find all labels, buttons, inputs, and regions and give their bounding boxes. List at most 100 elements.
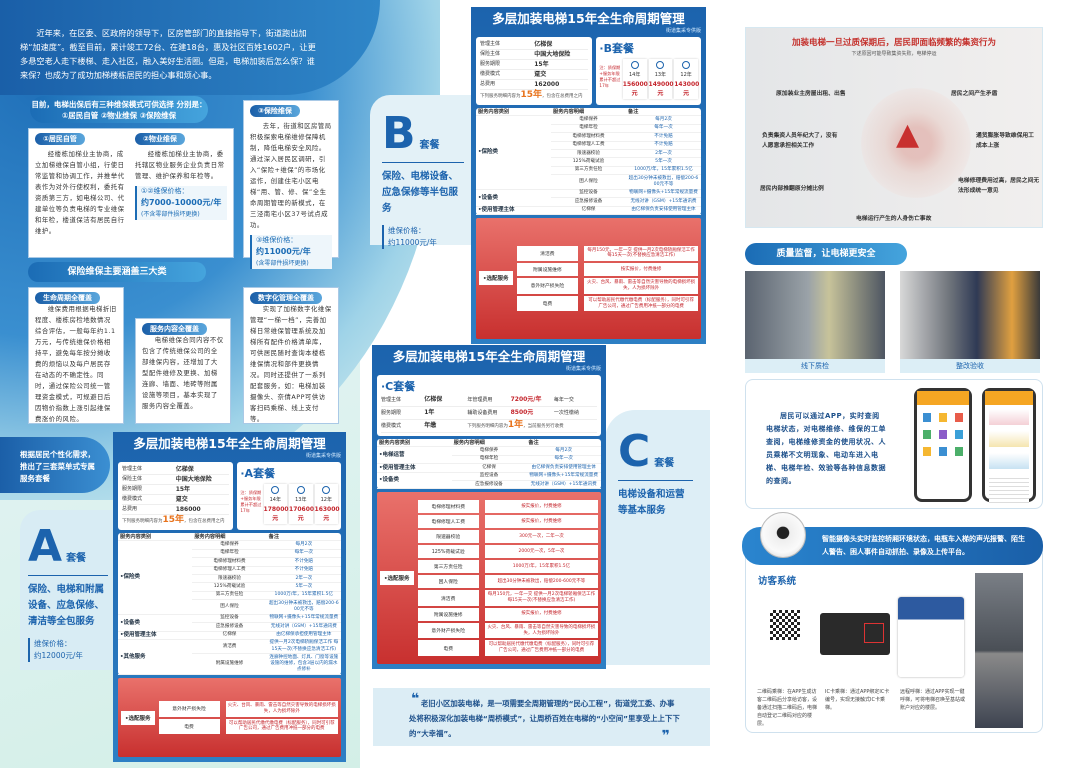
table-row: 电梯修理材料费 不计免赔 xyxy=(476,132,701,142)
clock-icon xyxy=(271,486,280,494)
menu-intro: 根据居民个性化需求，推出了三套菜单式专属服务套餐 xyxy=(0,437,110,493)
risk-item: 负责集资人员年纪大了，没有人愿意承担相关工作 xyxy=(762,133,838,149)
table-row: •保险类 电梯保养 每月2次 xyxy=(476,115,701,190)
optional-item: 限速器校验 xyxy=(417,530,479,544)
label-bg xyxy=(605,410,710,665)
column-header: 服务内容类别 xyxy=(118,533,193,542)
year-options: 注：质保期+服务年限累计不超过17年 14年 156000元 13年 149000元 12… xyxy=(599,59,699,99)
optional-remark: 超出30分钟未被救出，赔偿200-600元不等 xyxy=(484,575,598,589)
risk-subtitle: 下述原因可能导致集资失败，电梯停运 xyxy=(851,51,937,57)
optional-remark: 1000万/年，15年累积1.5亿 xyxy=(484,560,598,574)
remark-cell: 5年一次 xyxy=(266,582,341,592)
remark-cell: 无线对讲（GSM）+15年通讯费 xyxy=(626,197,701,207)
optional-remark: 按实报价，付费维修 xyxy=(584,263,698,277)
detail-cell: 电梯修理材料费 xyxy=(551,132,626,142)
year-note: 注：质保期+服务年限累计不超过17年 xyxy=(240,490,262,513)
detail-cell: 应急报修设备 xyxy=(551,197,626,207)
clock-icon xyxy=(322,486,331,494)
remark-cell: 提供一月2次电梯轿厢保洁工作 每15天一次(不替换应急清洁工作) xyxy=(266,639,341,655)
optional-item: 电梯修理材料费 xyxy=(417,500,479,514)
detail-cell: 第三方责任险 xyxy=(551,166,626,176)
table-row: •设备类 监控设备 物联网+摄像头+15年常规流量费 xyxy=(377,472,601,490)
column-header: 备注 xyxy=(266,533,341,542)
photo-rectification: 整改验收 xyxy=(900,271,1040,373)
mode-tag: ①居民自管 xyxy=(35,133,85,145)
note-text: ，包含在总费用之内 xyxy=(542,94,583,99)
info-value: 1年 xyxy=(424,409,435,416)
year-option: 12年 143000元 xyxy=(674,59,699,99)
mode-tag: ②物业维保 xyxy=(135,133,185,145)
detail-cell: 应急报修设备 xyxy=(192,622,267,632)
optional-item: 附属设施维修 xyxy=(516,263,579,277)
table-header: 服务内容类别 服务内容明细 备注 xyxy=(476,108,701,117)
info-label: 管理主体 xyxy=(381,397,402,403)
remark-cell: 连廊钟控地面、灯具、门窗等设施设施的维修，包含3层以内的漏水点修补 xyxy=(266,653,341,676)
note-text: ，当前服务另行收费 xyxy=(523,424,564,429)
optional-remark: 可以帮助居民代缴代缴电费（标配服务），同时可引荐广告公司，通过广告费用冲抵一部分… xyxy=(484,640,598,657)
info-note: 下列服务明细内容为15年，包含在总费用之内 xyxy=(480,90,588,102)
table-row: 应急报修设备 无线对讲（GSM）+15年通讯费 xyxy=(118,622,341,632)
phone-app-menu xyxy=(914,388,972,502)
info-label: 缴费模式 xyxy=(480,71,501,77)
optional-item: 125%荷载试验 xyxy=(417,545,479,559)
mode-text: 经楼栋加梯业主协商，委托辖区物业服务企业负责日常管理、维护保养和年检等。 xyxy=(135,150,225,180)
package-info: ·C套餐 管理主体 亿梯保 年管理费用 7200元/年 每年一交 服务期限 1年 辅助设备费用 8… xyxy=(377,375,601,436)
detail-cell: 电梯修理人工费 xyxy=(192,566,267,575)
info-extra: 年管理费用 xyxy=(467,397,493,403)
table-row: 第三方责任险 1000万/年，15年累积1.5亿 xyxy=(118,591,341,601)
price-note: (不含零部件损坏更换) xyxy=(141,211,200,218)
info-label: 缴费模式 xyxy=(381,423,402,429)
table-row: 附属设施维修 连廊钟控地面、灯具、门窗等设施设施的维修，包含3层以内的漏水点修补 xyxy=(118,653,341,676)
package-pricing: ·A套餐 注：质保期+服务年限累计不超过17年 14年 178000元 13年 17060… xyxy=(237,462,341,530)
package-a-label: A 套餐 保险、电梯和附属设备、应急保修、清洁等全包服务 维保价格： 约12000元/年 xyxy=(28,525,108,662)
package-subtitle: 街道集采专供版 xyxy=(305,453,341,459)
info-row: 保险主体 中国大地保险 xyxy=(480,50,589,60)
remark-cell: 不计免赔 xyxy=(626,132,701,142)
table-row: 第三方责任险 1000万/年，15年累积1.5亿 xyxy=(476,166,701,176)
optional-item: 清洁费 xyxy=(417,590,479,606)
detail-cell: 亿梯保 xyxy=(192,631,267,640)
optional-row: 电费 可以帮助居民代缴代缴电费（标配服务），同时可引荐广告公司，通过广告费用冲抵一… xyxy=(516,295,698,312)
risk-title: 加装电梯一旦过质保期后，居民即面临频繁的集资行为 xyxy=(791,38,996,48)
remark-cell: 每月2次 xyxy=(266,540,341,550)
service-table: 服务内容类别 服务内容明细 备注 •电梯运营 电梯保养 每月2次 电梯年检 每年一次 •使用管理… xyxy=(377,439,601,490)
optional-item: 清洁费 xyxy=(516,245,579,262)
package-suffix: 套餐 xyxy=(419,140,440,151)
price-box: 维保价格： 约11000元/年 xyxy=(382,225,464,249)
info-value: 中国大地保险 xyxy=(175,476,212,483)
price-box: ①②维保价格： 约7000-10000元/年 (不含零部件损坏更换) xyxy=(135,186,227,220)
risk-item: 居民之间产生矛盾 xyxy=(951,91,998,97)
info-row: 服务期限 15年 xyxy=(122,485,230,495)
table-row: 125%荷载试验 5年一次 xyxy=(118,582,341,592)
detail-cell: 电梯年检 xyxy=(451,455,527,465)
visitor-item: 二维码乘梯：在APP生成访客二维码后分享给访客，设备通过扫描二维码后，电梯自动登… xyxy=(757,689,818,727)
risk-item: 原加装业主房屋出租、出售 xyxy=(776,91,846,97)
remote-call-screen xyxy=(898,597,964,677)
price-note: (含零部件损坏更换) xyxy=(256,260,309,267)
optional-label: •选配服务 xyxy=(479,271,513,286)
quote-box: ❝ 老旧小区加装电梯，是一项需要全周期管理的“民心工程”，街道党工委、办事处将积… xyxy=(373,688,710,746)
info-label: 总费用 xyxy=(480,81,496,87)
info-row: 缴费模式 年缴 下列服务明细内容为1年，当前服务另行收费 xyxy=(381,420,597,433)
coverage-text: 实现了加梯数字化维保管理“一梯一档”，完善加梯日常维保管理系统及加梯所有配件价格… xyxy=(250,305,332,423)
detail-cell: 125%荷载试验 xyxy=(192,582,267,592)
optional-remark: 2000元一次，5年一次 xyxy=(484,545,598,559)
optional-label: •选配服务 xyxy=(121,710,155,725)
optional-services: •选配服务 清洁费 每月150元，一年一交 提供一月2次电梯轿厢保洁工作 每15天一… xyxy=(476,217,701,339)
info-label: 管理主体 xyxy=(122,466,143,472)
risk-graphic: 加装电梯一旦过质保期后，居民即面临频繁的集资行为 下述原因可能导致集资失败，电梯… xyxy=(745,27,1043,228)
year-option: 13年 149000元 xyxy=(649,59,674,99)
remark-cell: 每年一次 xyxy=(266,549,341,559)
column-header: 备注 xyxy=(626,108,701,117)
year-price: 163000元 xyxy=(314,506,340,522)
info-value: 趸交 xyxy=(534,71,547,78)
category-cell: •其他服务 xyxy=(118,639,193,676)
package-name: ·B套餐 xyxy=(599,42,634,55)
optional-item: 意外财产损失险 xyxy=(158,701,220,717)
app-text: 居民可以通过APP，实时查阅电梯状态，对电梯维修、维保的工单查阅，电梯维修资金的… xyxy=(766,412,886,485)
optional-row: 电费 可以帮助居民代缴代缴电费（标配服务），同时可引荐广告公司，通过广告费用冲抵一… xyxy=(158,718,338,735)
remark-cell: 2年一次 xyxy=(626,149,701,159)
optional-label: •选配服务 xyxy=(380,571,414,586)
detail-cell: 电梯修理人工费 xyxy=(551,141,626,150)
price-label: 维保价格： xyxy=(388,226,426,235)
